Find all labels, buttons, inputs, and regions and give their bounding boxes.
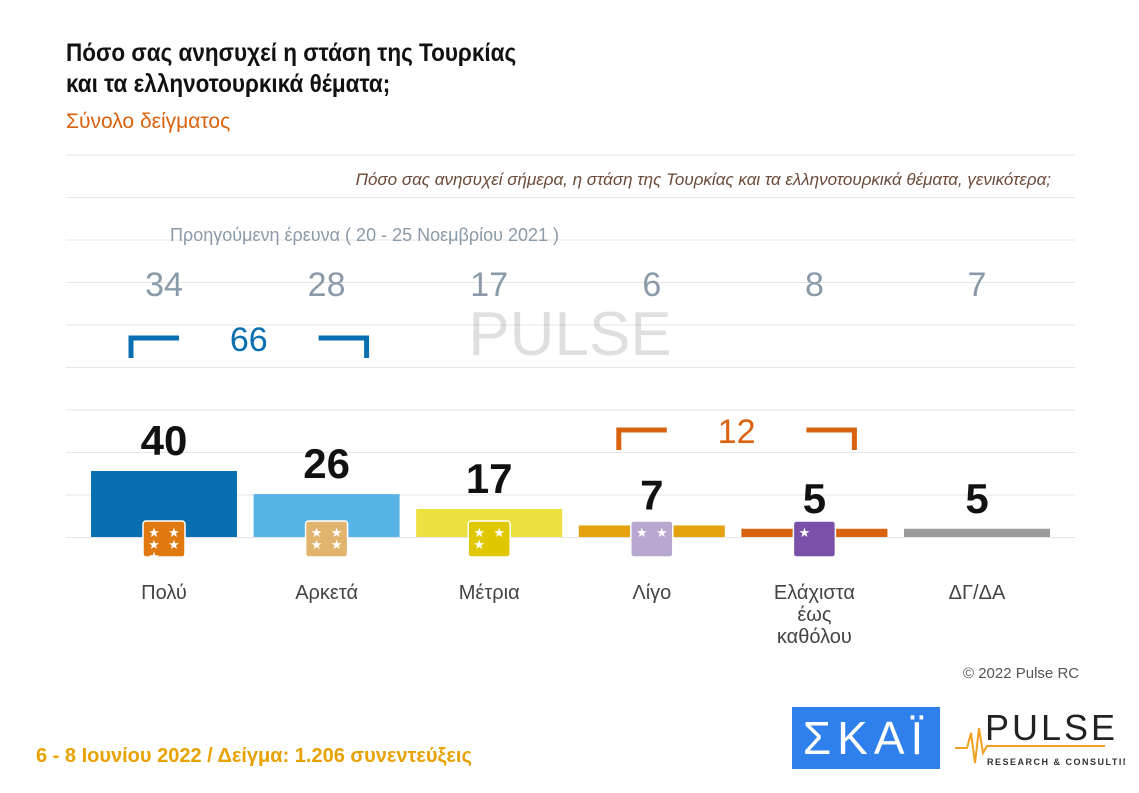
pulse-logo: PULSE RESEARCH & CONSULTING (955, 708, 1125, 770)
category-label: έως (797, 604, 832, 626)
value-label: 17 (466, 455, 513, 502)
previous-value-label: 8 (805, 266, 824, 304)
category-label: ΔΓ/ΔΑ (949, 582, 1006, 604)
bar (904, 528, 1050, 537)
pulse-watermark: PULSE (468, 300, 671, 369)
title-line-2: και τα ελληνοτουρκικά θέματα; (66, 70, 391, 98)
category-label: καθόλου (777, 626, 852, 648)
footer-sample-info: 6 - 8 Ιουνίου 2022 / Δείγμα: 1.206 συνεν… (36, 745, 472, 767)
star-rating-icon (304, 520, 349, 558)
group-bracket (616, 427, 857, 450)
star-icon: ★ (636, 525, 648, 540)
previous-survey-label: Προηγούμενη έρευνα ( 20 - 25 Νοεμβρίου 2… (170, 225, 559, 245)
star-icon: ★ (331, 537, 343, 552)
star-icon: ★ (168, 525, 180, 540)
value-label: 7 (640, 471, 663, 518)
star-icon: ★ (799, 525, 811, 540)
previous-value-label: 6 (642, 266, 661, 304)
previous-value-label: 34 (145, 266, 183, 304)
group-bracket (128, 335, 370, 358)
page-title: Πόσο σας ανησυχεί η στάση της Τουρκίας κ… (66, 38, 516, 100)
previous-value-label: 28 (308, 266, 346, 304)
category-label: Πολύ (141, 582, 187, 604)
subtitle: Σύνολο δείγματος (66, 110, 231, 133)
category-label: Ελάχιστα (774, 582, 855, 604)
star-icon: ★ (148, 537, 160, 552)
star-rating-icon (142, 520, 186, 558)
group-total-label: 66 (230, 321, 268, 359)
star-icon: ★ (311, 525, 323, 540)
question-text: Πόσο σας ανησυχεί σήμερα, η στάση της Το… (355, 170, 1051, 189)
copyright: © 2022 Pulse RC (963, 665, 1080, 682)
category-label: Μέτρια (459, 582, 520, 604)
skai-logo: ΣΚΑΪ (792, 707, 940, 769)
star-rating-icon (630, 520, 674, 558)
previous-value-label: 7 (968, 266, 987, 304)
value-label: 5 (965, 475, 988, 522)
svg-text:RESEARCH & CONSULTING: RESEARCH & CONSULTING (987, 757, 1125, 767)
star-rating-icon (467, 520, 511, 558)
value-label: 40 (141, 417, 188, 464)
previous-value-label: 17 (470, 266, 508, 304)
category-label: Λίγο (632, 582, 671, 604)
star-icon: ★ (148, 525, 160, 540)
group-total-label: 12 (718, 413, 756, 451)
value-label: 5 (803, 475, 826, 522)
star-icon: ★ (331, 525, 343, 540)
svg-text:PULSE: PULSE (985, 708, 1118, 748)
star-icon: ★ (493, 525, 505, 540)
star-icon: ★ (168, 537, 180, 552)
title-line-1: Πόσο σας ανησυχεί η στάση της Τουρκίας (66, 39, 517, 67)
star-icon: ★ (473, 525, 485, 540)
star-rating-icon (792, 520, 837, 558)
value-label: 26 (303, 440, 350, 487)
star-icon: ★ (148, 549, 160, 564)
star-icon: ★ (473, 537, 485, 552)
star-icon: ★ (311, 537, 323, 552)
star-icon: ★ (656, 525, 668, 540)
category-label: Αρκετά (295, 582, 358, 604)
